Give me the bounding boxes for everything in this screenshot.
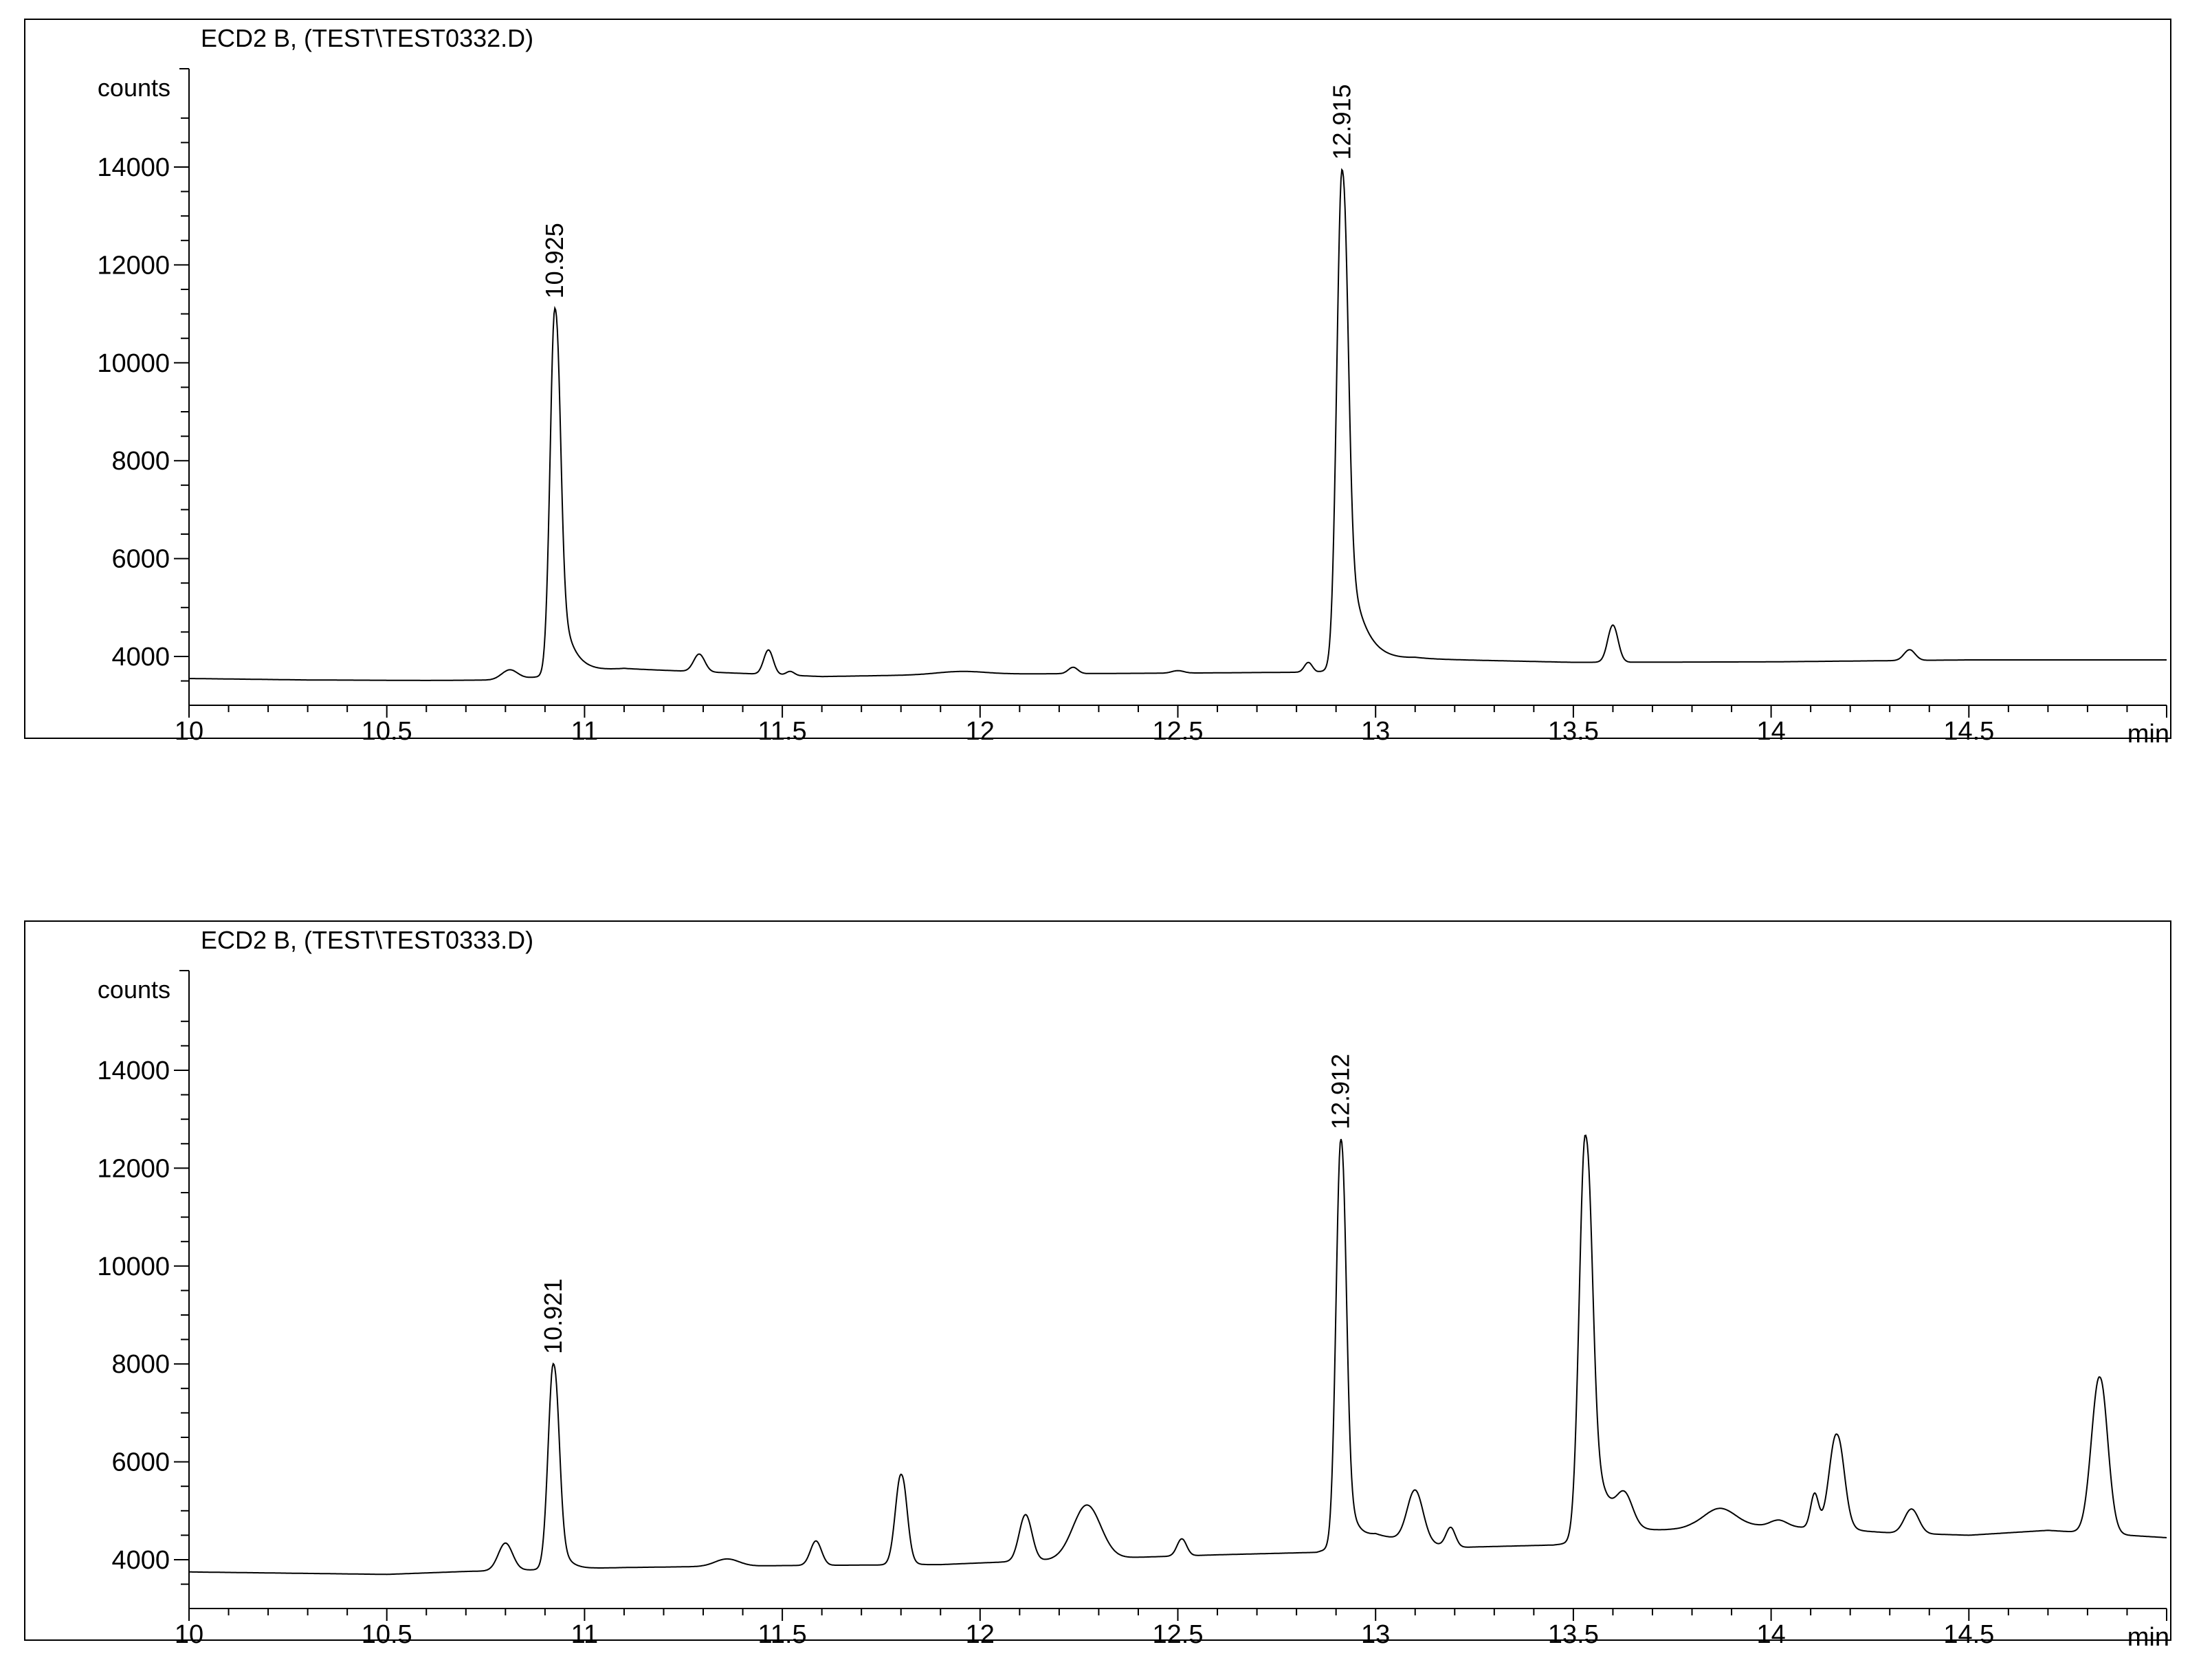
x-tick-label: 12 — [966, 1620, 995, 1649]
signal-trace — [189, 1134, 2167, 1576]
chromatogram-panel-2: ECD2 B, (TEST\TEST0333.D) counts 4000 6000 8… — [24, 920, 2171, 1652]
x-tick-label: 10.5 — [362, 1620, 412, 1649]
y-tick-label: 14000 — [97, 153, 170, 182]
signal-trace — [188, 168, 2167, 681]
x-tick-label: 10 — [175, 1620, 203, 1649]
peak-retention-label: 12.912 — [1327, 1054, 1355, 1129]
chart-title: ECD2 B, (TEST\TEST0333.D) — [201, 926, 533, 954]
y-axis-label: counts — [98, 74, 170, 102]
y-tick-label: 8000 — [111, 1350, 170, 1379]
y-tick-label: 12000 — [97, 251, 170, 280]
y-axis-label: counts — [98, 975, 170, 1004]
peak-retention-label: 12.915 — [1327, 84, 1356, 159]
x-tick-label: 14 — [1756, 1620, 1785, 1649]
y-tick-label: 12000 — [97, 1154, 170, 1183]
chromatogram-panel-1: ECD2 B, (TEST\TEST0332.D) counts 4000 6000 8… — [24, 19, 2171, 749]
x-tick-label: 13.5 — [1548, 1620, 1599, 1649]
x-tick-label: 11 — [571, 1620, 598, 1649]
x-tick-label: 14.5 — [1943, 717, 1994, 746]
x-tick-label: 10.5 — [362, 717, 412, 746]
y-tick-label: 6000 — [111, 1448, 170, 1477]
x-tick-label: 12.5 — [1153, 717, 1204, 746]
y-tick-label: 8000 — [111, 447, 170, 476]
peak-retention-label: 10.921 — [539, 1279, 567, 1354]
x-tick-label: 13 — [1361, 1620, 1390, 1649]
x-tick-label: 11.5 — [758, 717, 807, 746]
x-tick-label: 14.5 — [1943, 1620, 1994, 1649]
y-tick-label: 4000 — [111, 1546, 170, 1575]
x-tick-label: 12 — [966, 717, 995, 746]
panel-frame — [24, 19, 2171, 739]
x-axis-label: min — [2127, 720, 2169, 749]
x-tick-label: 11.5 — [758, 1620, 807, 1649]
x-tick-label: 14 — [1756, 717, 1785, 746]
x-tick-label: 13 — [1361, 717, 1390, 746]
peak-retention-label: 10.925 — [540, 223, 568, 298]
x-tick-label: 12.5 — [1153, 1620, 1204, 1649]
y-tick-label: 10000 — [97, 349, 170, 378]
panel-frame — [24, 920, 2171, 1641]
x-tick-label: 10 — [175, 717, 203, 746]
y-tick-label: 6000 — [111, 545, 170, 574]
x-tick-label: 11 — [571, 717, 598, 746]
y-tick-label: 4000 — [111, 643, 170, 672]
x-tick-label: 13.5 — [1548, 717, 1599, 746]
y-tick-label: 14000 — [97, 1057, 170, 1085]
x-axis-label: min — [2127, 1623, 2169, 1652]
chart-title: ECD2 B, (TEST\TEST0332.D) — [201, 24, 533, 52]
y-tick-label: 10000 — [97, 1252, 170, 1281]
